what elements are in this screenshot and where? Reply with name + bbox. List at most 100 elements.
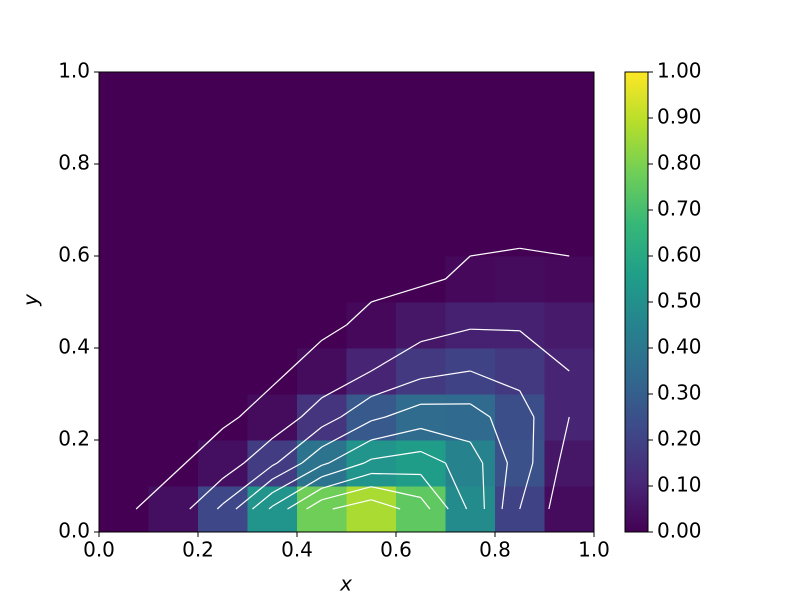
contour-cell xyxy=(495,72,545,119)
contour-cell xyxy=(247,72,298,119)
x-axis-label: x xyxy=(339,572,352,596)
contour-line xyxy=(420,497,431,510)
plot-frame xyxy=(98,71,595,533)
contour-cell xyxy=(346,394,397,441)
contour-cell xyxy=(346,164,397,211)
contour-line xyxy=(189,477,224,510)
contour-cell xyxy=(99,72,149,119)
contour-cell xyxy=(297,348,347,395)
contour-cell xyxy=(247,118,298,165)
contour-cell xyxy=(247,486,298,532)
contour-line xyxy=(469,403,491,418)
contour-line xyxy=(268,505,273,510)
contour-cell xyxy=(495,302,545,349)
contour-cell xyxy=(396,210,446,257)
contour-line xyxy=(371,472,421,476)
contour-line xyxy=(340,396,372,418)
contour-cell xyxy=(99,164,149,211)
colorbar-tick-label: 0.60 xyxy=(657,243,702,267)
contour-line xyxy=(519,330,570,372)
x-tick-label: 0.4 xyxy=(281,538,313,562)
colorbar-tick-label: 0.30 xyxy=(657,381,702,405)
contour-line xyxy=(321,420,372,448)
contour-cell xyxy=(346,256,397,303)
contour-line xyxy=(444,462,468,510)
contour-cell xyxy=(198,486,248,532)
contour-cell xyxy=(544,440,594,487)
contour-line xyxy=(501,462,508,510)
contour-cell xyxy=(544,302,594,349)
contour-cell xyxy=(544,348,594,395)
contour-cell xyxy=(198,164,248,211)
contour-line xyxy=(519,247,570,257)
contour-line xyxy=(321,324,347,341)
x-tick-label: 0.2 xyxy=(182,538,214,562)
contour-line xyxy=(445,255,471,280)
contour-line xyxy=(222,465,273,505)
contour-cell xyxy=(445,118,496,165)
contour-cell xyxy=(445,72,496,119)
contour-line xyxy=(371,416,386,422)
contour-cell xyxy=(396,486,446,532)
contour-cell xyxy=(198,210,248,257)
contour-line xyxy=(321,462,365,478)
contour-line xyxy=(363,458,372,464)
contour-cell xyxy=(99,302,149,349)
contour-line xyxy=(371,486,421,499)
contour-line xyxy=(271,476,323,507)
contour-line xyxy=(301,446,323,464)
contour-line xyxy=(185,428,224,464)
contour-cell xyxy=(396,440,446,487)
y-axis-label: y xyxy=(19,293,43,307)
contour-cell xyxy=(346,118,397,165)
contour-line xyxy=(328,439,372,464)
contour-line xyxy=(321,462,330,466)
contour-line xyxy=(470,328,520,332)
contour-cell xyxy=(247,348,298,395)
contour-cell xyxy=(544,256,594,303)
colorbar-tick-label: 0.50 xyxy=(657,289,702,313)
contour-line xyxy=(321,416,342,428)
contour-cell xyxy=(396,302,446,349)
contour-cell xyxy=(297,256,347,303)
contour-cell xyxy=(99,348,149,395)
contour-cell xyxy=(198,302,248,349)
contour-cell xyxy=(346,210,397,257)
contour-cell xyxy=(247,210,298,257)
contour-line xyxy=(135,474,174,510)
y-tick-label: 0.6 xyxy=(58,243,90,267)
contour-cell xyxy=(445,164,496,211)
contour-line xyxy=(548,462,560,510)
contour-line xyxy=(216,503,224,510)
contour-cell xyxy=(247,302,298,349)
contour-line xyxy=(470,247,520,257)
contour-cell xyxy=(99,486,149,532)
contour-line xyxy=(271,370,290,387)
contour-cell xyxy=(495,394,545,441)
contour-cell xyxy=(445,302,496,349)
contour-cell xyxy=(297,302,347,349)
contour-cell xyxy=(99,256,149,303)
contour-line xyxy=(288,339,323,372)
contour-cell xyxy=(396,164,446,211)
contour-line xyxy=(371,499,401,510)
contour-line xyxy=(243,438,273,464)
contour-line xyxy=(420,278,446,288)
contour-cell xyxy=(99,118,149,165)
contour-cell xyxy=(544,210,594,257)
contour-cell xyxy=(396,348,446,395)
contour-cell xyxy=(99,210,149,257)
contour-cell xyxy=(495,118,545,165)
contour-line xyxy=(420,450,446,464)
contour-line xyxy=(321,370,372,399)
contour-cell xyxy=(346,302,397,349)
contour-cell xyxy=(148,302,199,349)
contour-cell xyxy=(396,256,446,303)
contour-cell xyxy=(544,118,594,165)
contour-cell xyxy=(544,72,594,119)
x-tick-label: 0.0 xyxy=(83,538,115,562)
contour-line xyxy=(222,462,245,479)
y-tick-label: 0.8 xyxy=(58,151,90,175)
contour-cell xyxy=(148,256,199,303)
